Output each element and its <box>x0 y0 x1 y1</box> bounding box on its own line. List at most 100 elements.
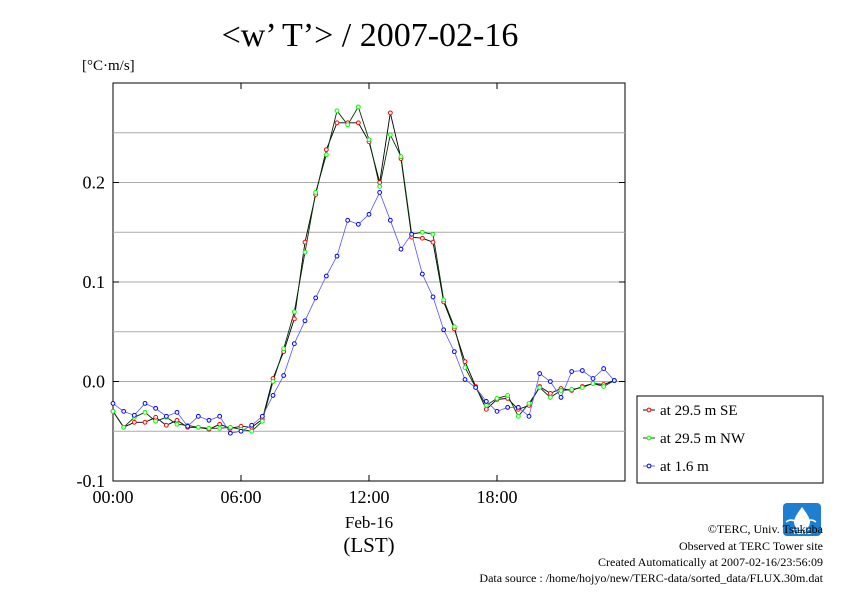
data-point <box>451 349 457 355</box>
data-point <box>174 421 180 427</box>
data-point <box>249 428 255 434</box>
data-point <box>611 378 617 383</box>
data-point <box>419 271 425 277</box>
data-point <box>302 239 308 245</box>
data-point <box>558 395 564 400</box>
data-point <box>473 385 479 390</box>
y-tick-label: -0.1 <box>77 471 106 491</box>
data-point <box>110 408 116 414</box>
legend-marker <box>646 463 652 469</box>
x-axis-label: (LST) <box>343 533 394 557</box>
data-point <box>270 379 276 384</box>
data-point <box>185 423 191 429</box>
data-point <box>537 371 543 376</box>
chart-title: <w’ T’> / 2007-02-16 <box>222 17 519 54</box>
legend-label: at 29.5 m SE <box>660 403 738 419</box>
data-point <box>153 405 159 411</box>
data-point <box>153 414 159 420</box>
data-point <box>302 318 308 324</box>
data-point <box>462 377 468 382</box>
data-point <box>195 424 201 430</box>
data-point <box>195 413 201 419</box>
data-point <box>249 422 255 428</box>
data-point <box>206 417 212 423</box>
data-point <box>419 235 425 241</box>
data-point <box>174 417 180 423</box>
data-point <box>387 132 393 138</box>
data-point <box>590 381 596 386</box>
gridlines <box>113 132 625 432</box>
data-point <box>227 424 233 430</box>
data-point <box>334 253 340 259</box>
data-point <box>142 400 148 406</box>
data-point <box>345 122 351 128</box>
data-point <box>579 385 585 390</box>
footer-source: Data source : /home/hojyo/new/TERC-data/… <box>479 571 823 585</box>
data-point <box>547 395 553 400</box>
data-point <box>377 190 383 195</box>
legend-label: at 1.6 m <box>660 459 709 475</box>
data-point <box>547 391 553 396</box>
data-point <box>430 294 436 300</box>
data-point <box>281 346 287 352</box>
data-point <box>505 404 511 410</box>
legend: at 29.5 m SE at 29.5 m NW at 1.6 m <box>636 395 824 484</box>
data-point <box>313 190 319 195</box>
footer-created: Created Automatically at 2007-02-16/23:5… <box>598 555 823 569</box>
x-tick-label: 00:00 <box>92 487 133 507</box>
y-tick-label: 0.1 <box>83 272 106 292</box>
data-point <box>259 418 265 424</box>
logo-text: TERC <box>792 529 811 536</box>
data-point <box>227 430 233 436</box>
data-point <box>174 409 180 415</box>
data-point <box>153 418 159 424</box>
data-point <box>430 239 436 245</box>
data-point <box>387 110 393 116</box>
data-point <box>313 295 319 301</box>
data-point <box>334 120 340 126</box>
data-point <box>419 229 425 235</box>
data-point <box>451 324 457 330</box>
data-point <box>601 384 607 389</box>
data-point <box>355 104 361 110</box>
data-point <box>291 309 297 315</box>
data-point <box>334 108 340 114</box>
data-point <box>131 412 137 418</box>
data-point <box>387 217 393 223</box>
series-points <box>110 104 617 436</box>
data-point <box>217 413 223 419</box>
y-axis-unit: [°C·m/s] <box>82 58 135 74</box>
data-point <box>547 379 553 384</box>
x-axis-ticks: 00:00 06:00 12:00 18:00 <box>92 83 518 507</box>
footer-site: Observed at TERC Tower site <box>679 539 823 553</box>
footer: ©TERC, Univ. Tsukuba Observed at TERC To… <box>479 522 823 585</box>
legend-label: at 29.5 m NW <box>660 431 746 447</box>
footer-copyright: ©TERC, Univ. Tsukuba <box>708 522 824 536</box>
data-point <box>462 359 468 365</box>
x-axis-date-label: Feb-16 <box>345 513 393 532</box>
data-point <box>398 246 404 252</box>
data-point <box>110 400 116 406</box>
data-point <box>281 373 287 378</box>
data-point <box>494 396 500 401</box>
data-point <box>483 399 489 404</box>
x-tick-label: 18:00 <box>476 487 517 507</box>
data-point <box>366 137 372 143</box>
data-point <box>462 365 468 370</box>
data-point <box>441 297 447 303</box>
data-point <box>291 341 297 347</box>
data-point <box>131 419 137 425</box>
data-point <box>259 413 265 419</box>
data-point <box>398 154 404 160</box>
data-point <box>526 413 532 419</box>
y-axis-ticks: -0.1 0.0 0.1 0.2 <box>77 173 625 491</box>
data-point <box>441 327 447 333</box>
logo-water-drop <box>794 507 810 530</box>
data-point <box>323 147 329 153</box>
data-point <box>355 120 361 126</box>
data-point <box>163 413 169 419</box>
legend-items: at 29.5 m SE at 29.5 m NW at 1.6 m <box>643 403 746 475</box>
data-point <box>302 249 308 255</box>
data-point <box>558 388 564 393</box>
